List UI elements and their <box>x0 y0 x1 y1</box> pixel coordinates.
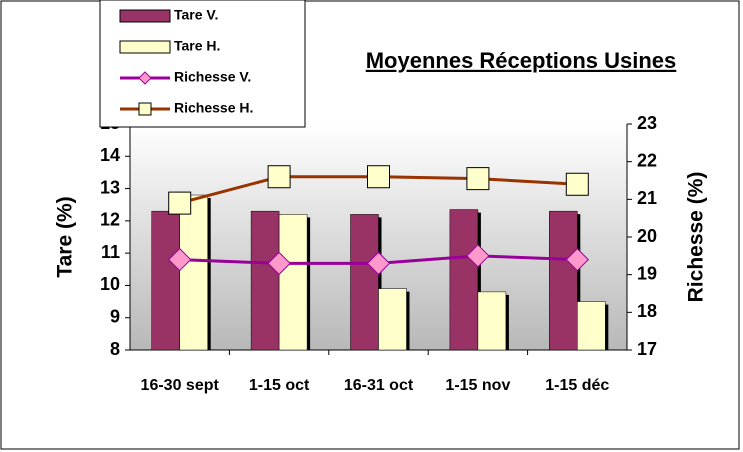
chart-title: Moyennes Réceptions Usines <box>366 48 677 73</box>
marker <box>168 191 192 215</box>
x-tick-label: 16-30 sept <box>140 377 219 394</box>
y2-tick-label: 17 <box>637 339 657 359</box>
marker <box>367 165 390 189</box>
y-tick-label: 8 <box>110 339 120 359</box>
bar <box>350 214 379 351</box>
marker <box>366 251 391 276</box>
y-tick-label: 10 <box>100 274 120 294</box>
y2-tick-label: 18 <box>637 301 657 321</box>
marker <box>565 172 589 196</box>
legend-label: Richesse H. <box>174 100 253 116</box>
y-tick-label: 13 <box>100 177 120 197</box>
bar <box>378 288 407 351</box>
legend-swatch <box>119 40 171 54</box>
y-tick-label: 9 <box>110 306 120 326</box>
y2-tick-label: 19 <box>637 263 657 283</box>
legend-marker <box>138 71 152 85</box>
y2-axis-label: Richesse (%) <box>685 172 708 303</box>
bar <box>278 214 308 351</box>
y2-tick-label: 22 <box>637 150 657 170</box>
x-tick-label: 1-15 déc <box>545 377 610 394</box>
x-tick-label: 1-15 nov <box>445 377 511 394</box>
bar <box>549 210 578 351</box>
bar <box>179 194 208 351</box>
bar <box>250 210 280 351</box>
bar <box>577 301 606 351</box>
legend-marker <box>138 102 152 116</box>
legend-swatch <box>119 9 171 23</box>
bar <box>151 210 180 351</box>
y-tick-label: 12 <box>100 210 120 230</box>
y-tick-label: 14 <box>100 145 120 165</box>
legend-label: Tare V. <box>174 7 218 23</box>
marker <box>466 167 490 191</box>
x-tick-label: 16-31 oct <box>343 377 414 394</box>
y2-tick-label: 23 <box>637 113 657 133</box>
bar <box>449 209 479 351</box>
marker <box>466 244 490 268</box>
marker <box>267 251 291 276</box>
marker <box>267 165 291 189</box>
marker <box>565 247 590 272</box>
legend-label: Richesse V. <box>174 69 251 85</box>
legend-label: Tare H. <box>174 38 220 54</box>
x-tick-label: 1-15 oct <box>248 377 310 394</box>
marker <box>167 247 192 272</box>
y2-tick-label: 20 <box>637 226 657 246</box>
y-tick-label: 11 <box>101 242 120 262</box>
y2-tick-label: 21 <box>637 188 657 208</box>
y-axis-label: Tare (%) <box>54 196 77 277</box>
bar <box>477 291 507 351</box>
